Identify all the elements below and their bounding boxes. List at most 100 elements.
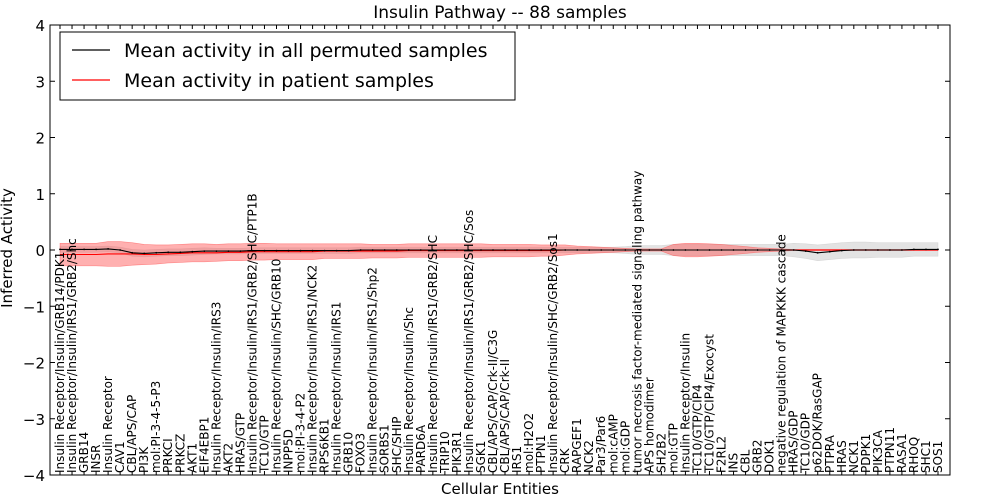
permuted-point bbox=[540, 249, 542, 251]
legend-label-patient: Mean activity in patient samples bbox=[124, 70, 434, 92]
permuted-point bbox=[215, 250, 218, 253]
x-tick-label: mol:PI-3-4-P2 bbox=[294, 393, 308, 473]
x-tick-label: CRK bbox=[558, 447, 572, 473]
y-tick-label: −2 bbox=[23, 355, 45, 373]
permuted-point bbox=[275, 249, 278, 252]
x-tick-label: RHOQ bbox=[907, 437, 921, 473]
x-tick-label: TRIP10 bbox=[438, 431, 452, 474]
x-tick-label: SHC/SHIP bbox=[390, 417, 404, 473]
x-tick-label: SORBS1 bbox=[378, 424, 392, 473]
permuted-point bbox=[227, 250, 230, 253]
permuted-point bbox=[431, 249, 434, 251]
x-tick-label: Insulin Receptor/Insulin/IRS1/GRB2/SHC bbox=[426, 235, 440, 473]
x-tick-label: INS bbox=[727, 453, 741, 473]
permuted-point bbox=[864, 249, 867, 251]
permuted-point bbox=[780, 249, 783, 251]
x-tick-label: HRAS bbox=[835, 440, 849, 473]
permuted-point bbox=[720, 249, 723, 251]
x-tick-label: Insulin Receptor/Insulin/IRS1/GRB2/SHC/P… bbox=[245, 193, 259, 473]
permuted-point bbox=[756, 249, 759, 251]
permuted-point bbox=[323, 249, 326, 252]
permuted-point bbox=[59, 248, 61, 251]
permuted-point bbox=[732, 249, 735, 251]
permuted-point bbox=[648, 249, 651, 251]
x-tick-label: NCK2 bbox=[582, 440, 596, 473]
permuted-point bbox=[901, 249, 903, 251]
x-tick-label: CAV1 bbox=[113, 441, 127, 473]
permuted-point bbox=[311, 249, 314, 252]
x-tick-label: NCK1 bbox=[847, 440, 861, 473]
x-tick-label: Insulin Receptor/Insulin/IRS1/GRB2/Shc bbox=[65, 238, 79, 473]
permuted-point bbox=[852, 249, 855, 251]
permuted-point bbox=[143, 252, 146, 255]
x-tick-label: PTPN1 bbox=[534, 435, 548, 473]
x-tick-label: p62DOK/RasGAP bbox=[811, 373, 825, 473]
x-tick-label: HRAS/GDP bbox=[787, 410, 801, 473]
x-tick-label: GRB2 bbox=[751, 439, 765, 473]
x-tick-label: TC10/GTP/CIP4/Exocyst bbox=[703, 334, 717, 474]
permuted-point bbox=[660, 249, 663, 251]
y-axis-label: Inferred Activity bbox=[0, 188, 16, 308]
permuted-point bbox=[636, 249, 639, 251]
x-tick-label: INPP5D bbox=[282, 429, 296, 473]
x-tick-label: Insulin Receptor/Insulin bbox=[678, 333, 692, 473]
y-tick-label: 3 bbox=[35, 73, 45, 91]
permuted-point bbox=[792, 249, 795, 251]
x-tick-label: negative regulation of MAPKKK cascade bbox=[775, 234, 789, 473]
permuted-point bbox=[95, 248, 97, 251]
permuted-point bbox=[263, 249, 266, 252]
x-tick-label: Insulin Receptor/Insulin/IRS3 bbox=[209, 302, 223, 473]
x-tick-label: PDPK1 bbox=[859, 434, 873, 473]
x-tick-label: GRB14 bbox=[77, 432, 91, 473]
y-tick-label: −3 bbox=[23, 411, 45, 429]
permuted-point bbox=[913, 248, 915, 251]
x-tick-label: RASA1 bbox=[895, 433, 909, 473]
x-tick-label: PRKCZ bbox=[173, 434, 187, 473]
x-tick-label: PARD6A bbox=[414, 424, 428, 473]
x-tick-label: CBL/APS/CAP/Crk-II/C3G bbox=[486, 330, 500, 473]
x-tick-label: Insulin Receptor/Insulin/IRS1/NCK2 bbox=[306, 265, 320, 473]
permuted-point bbox=[239, 250, 242, 253]
y-tick-label: 0 bbox=[35, 242, 45, 260]
permuted-point bbox=[816, 251, 819, 254]
x-tick-label: Insulin Receptor/Insulin/SHC/GRB10 bbox=[270, 259, 284, 473]
permuted-point bbox=[179, 251, 182, 254]
x-tick-label: Par3/Par6 bbox=[594, 416, 608, 473]
permuted-point bbox=[684, 249, 687, 251]
permuted-point bbox=[107, 248, 109, 250]
confidence-bands bbox=[59, 241, 939, 267]
x-tick-label: PTPRA bbox=[823, 434, 837, 473]
x-tick-label: CBL/APS/CAP bbox=[125, 395, 139, 473]
x-tick-label: AKT1 bbox=[185, 443, 199, 473]
x-tick-label: Insulin Receptor/Insulin/GRB14/PDK1 bbox=[53, 252, 67, 473]
plot-frame bbox=[49, 24, 951, 476]
permuted-point bbox=[167, 251, 170, 254]
x-tick-label: Insulin Receptor bbox=[101, 376, 115, 473]
x-tick-label: mol:cAMP bbox=[606, 414, 620, 473]
permuted-point bbox=[71, 248, 73, 251]
permuted-point bbox=[83, 248, 85, 251]
y-axis-ticks: 4 3 2 1 0 −1 −2 −3 −4 bbox=[23, 17, 950, 485]
permuted-point bbox=[335, 249, 338, 252]
permuted-point bbox=[612, 249, 615, 251]
permuted-point bbox=[696, 249, 699, 251]
permuted-point bbox=[191, 250, 194, 253]
x-tick-label: APS homodimer bbox=[642, 377, 656, 473]
chart-title: Insulin Pathway -- 88 samples bbox=[373, 3, 627, 23]
permuted-point bbox=[251, 249, 254, 252]
y-tick-label: 2 bbox=[35, 130, 45, 148]
x-tick-label: INSR bbox=[89, 445, 103, 473]
x-tick-label: TC10/GTP bbox=[258, 415, 272, 474]
permuted-point bbox=[131, 251, 134, 254]
x-tick-label: mol:PI-3-4-5-P3 bbox=[149, 381, 163, 473]
permuted-point bbox=[564, 249, 567, 251]
permuted-point bbox=[456, 249, 458, 251]
x-tick-label: IRS1 bbox=[510, 446, 524, 473]
x-tick-label: Insulin Receptor/Insulin/IRS1/GRB2/SHC/S… bbox=[462, 210, 476, 473]
legend: Mean activity in all permuted samples Me… bbox=[59, 31, 516, 101]
permuted-point bbox=[937, 248, 939, 251]
x-tick-label: Insulin Receptor/Insulin/Shc bbox=[402, 307, 416, 473]
x-tick-label: GRB10 bbox=[342, 432, 356, 473]
permuted-point bbox=[419, 249, 422, 251]
y-tick-label: −1 bbox=[23, 298, 45, 316]
